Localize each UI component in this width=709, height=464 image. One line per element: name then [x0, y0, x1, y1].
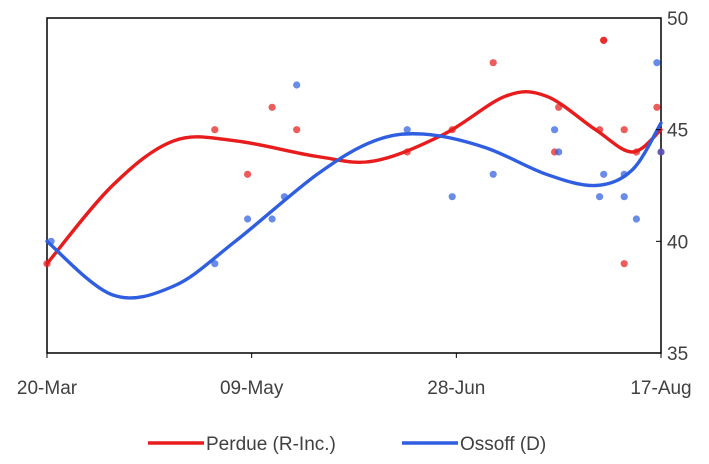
- data-points: [43, 36, 665, 268]
- ossoff-point: [657, 148, 665, 156]
- ossoff-point: [211, 260, 219, 268]
- perdue-point: [448, 126, 456, 134]
- perdue-point: [632, 148, 641, 156]
- ossoff-point: [600, 170, 608, 178]
- ossoff-point: [280, 193, 288, 201]
- ossoff-point: [489, 170, 497, 178]
- y-tick-label: 40: [667, 232, 688, 253]
- y-tick-label: 45: [667, 121, 688, 142]
- perdue-point: [293, 126, 301, 134]
- legend: Perdue (R-Inc.) Ossoff (D): [148, 434, 546, 455]
- perdue-point: [489, 59, 497, 67]
- ossoff-point: [293, 81, 301, 89]
- ossoff-point: [620, 193, 628, 201]
- perdue-point: [600, 36, 608, 44]
- perdue-point: [620, 260, 628, 268]
- perdue-point: [43, 260, 51, 268]
- perdue-legend-label: Perdue (R-Inc.): [206, 434, 336, 455]
- ossoff-point: [653, 59, 661, 67]
- trend-lines: [45, 90, 663, 300]
- ossoff-point: [244, 215, 252, 223]
- ossoff-point: [448, 193, 456, 201]
- perdue-point: [211, 126, 219, 134]
- perdue-point: [403, 148, 411, 156]
- y-tick-label: 35: [667, 344, 688, 365]
- ossoff-trend-line: [45, 121, 663, 300]
- ossoff-point: [555, 148, 563, 156]
- y-tick-label: 50: [667, 9, 688, 30]
- x-tick-label: 28-Jun: [427, 378, 485, 399]
- perdue-point: [620, 126, 628, 134]
- ossoff-point: [551, 126, 559, 134]
- x-tick-label: 17-Aug: [630, 378, 691, 399]
- ossoff-point: [596, 193, 604, 201]
- ossoff-point: [632, 215, 641, 223]
- ossoff-point: [268, 215, 276, 223]
- ossoff-point: [403, 126, 411, 134]
- ossoff-point: [620, 170, 628, 178]
- perdue-point: [555, 103, 563, 111]
- perdue-trend-line: [45, 90, 663, 266]
- ossoff-point: [47, 237, 55, 245]
- perdue-point: [244, 170, 252, 178]
- perdue-point: [653, 103, 661, 111]
- x-tick-label: 20-Mar: [17, 378, 78, 399]
- perdue-point: [268, 103, 276, 111]
- axes: 35 40 45 50 20-Mar 09-May 28-Jun 17-Aug: [17, 9, 692, 399]
- x-tick-label: 09-May: [220, 378, 284, 399]
- plot-frame: [46, 17, 662, 354]
- ossoff-legend-label: Ossoff (D): [460, 434, 546, 455]
- perdue-point: [596, 126, 604, 134]
